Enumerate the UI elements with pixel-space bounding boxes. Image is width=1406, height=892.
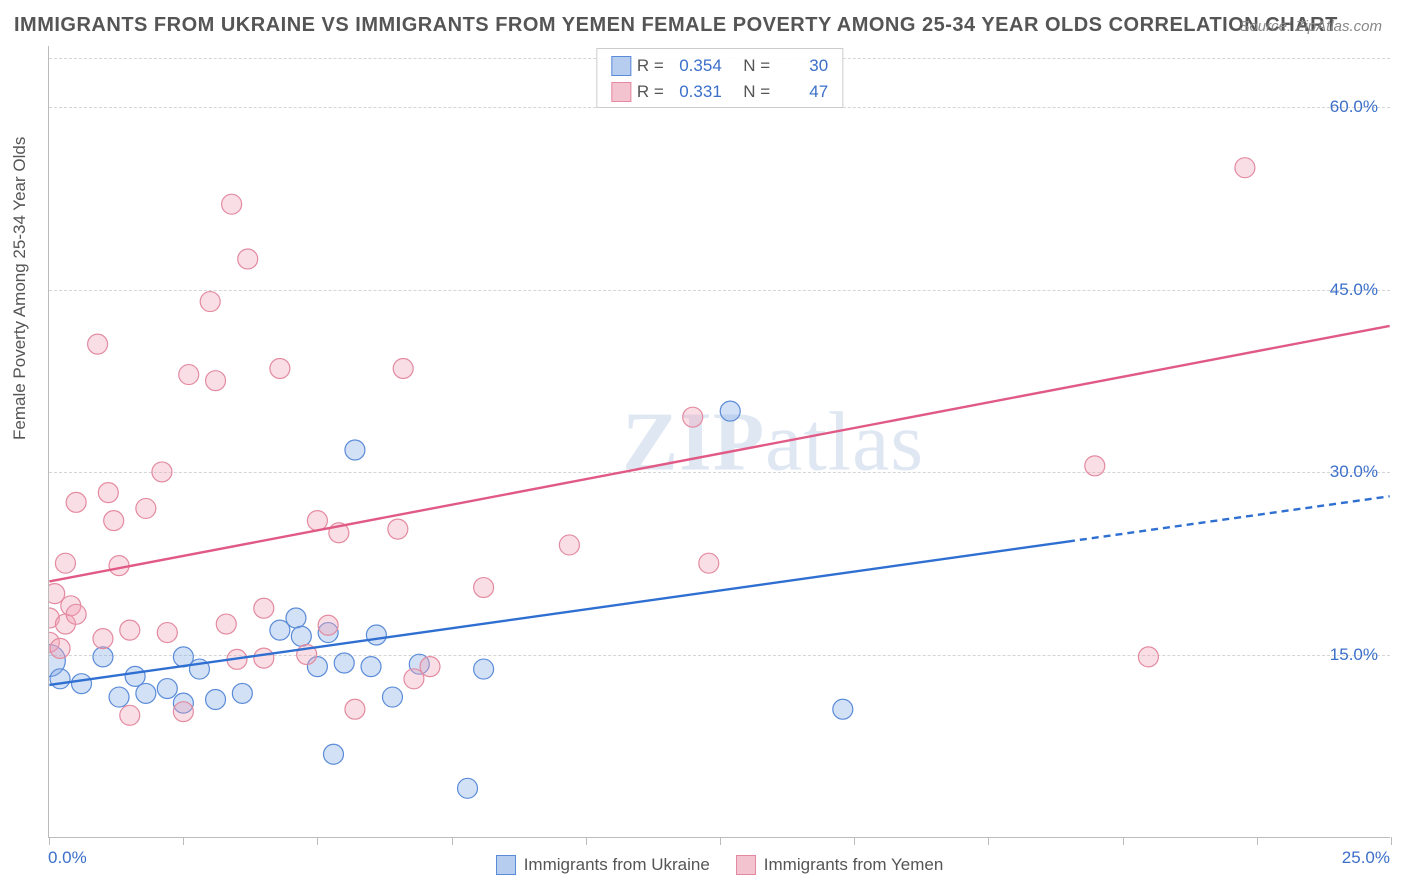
plot-wrap: ZIPatlas R = 0.354 N = 30 R = 0.331 (48, 46, 1390, 838)
x-tick (183, 837, 184, 845)
x-tick (49, 837, 50, 845)
chart-container: IMMIGRANTS FROM UKRAINE VS IMMIGRANTS FR… (0, 0, 1406, 892)
x-tick (586, 837, 587, 845)
x-tick (1391, 837, 1392, 845)
x-tick (452, 837, 453, 845)
x-tick (988, 837, 989, 845)
regression-line-ukraine (49, 542, 1068, 685)
plot-area: ZIPatlas R = 0.354 N = 30 R = 0.331 (48, 46, 1390, 838)
legend-stats-box: R = 0.354 N = 30 R = 0.331 N = 47 (596, 48, 843, 108)
x-tick (720, 837, 721, 845)
x-label-min: 0.0% (48, 848, 87, 868)
source-label: Source: ZipAtlas.com (1239, 18, 1382, 35)
legend-stats-row-yemen: R = 0.331 N = 47 (611, 79, 828, 105)
swatch-yemen (611, 82, 631, 102)
x-tick (317, 837, 318, 845)
x-tick (1257, 837, 1258, 845)
swatch-ukraine (611, 56, 631, 76)
regression-line-yemen (49, 326, 1389, 582)
x-label-max: 25.0% (1342, 848, 1390, 868)
y-axis-title: Female Poverty Among 25-34 Year Olds (10, 137, 30, 440)
legend-stats-row-ukraine: R = 0.354 N = 30 (611, 53, 828, 79)
x-tick (1123, 837, 1124, 845)
regression-line-ukraine-dashed (1068, 496, 1390, 541)
x-axis-labels: 0.0% 25.0% (48, 848, 1390, 878)
x-tick (854, 837, 855, 845)
chart-title: IMMIGRANTS FROM UKRAINE VS IMMIGRANTS FR… (14, 14, 1338, 37)
regression-lines-layer (49, 46, 1390, 837)
